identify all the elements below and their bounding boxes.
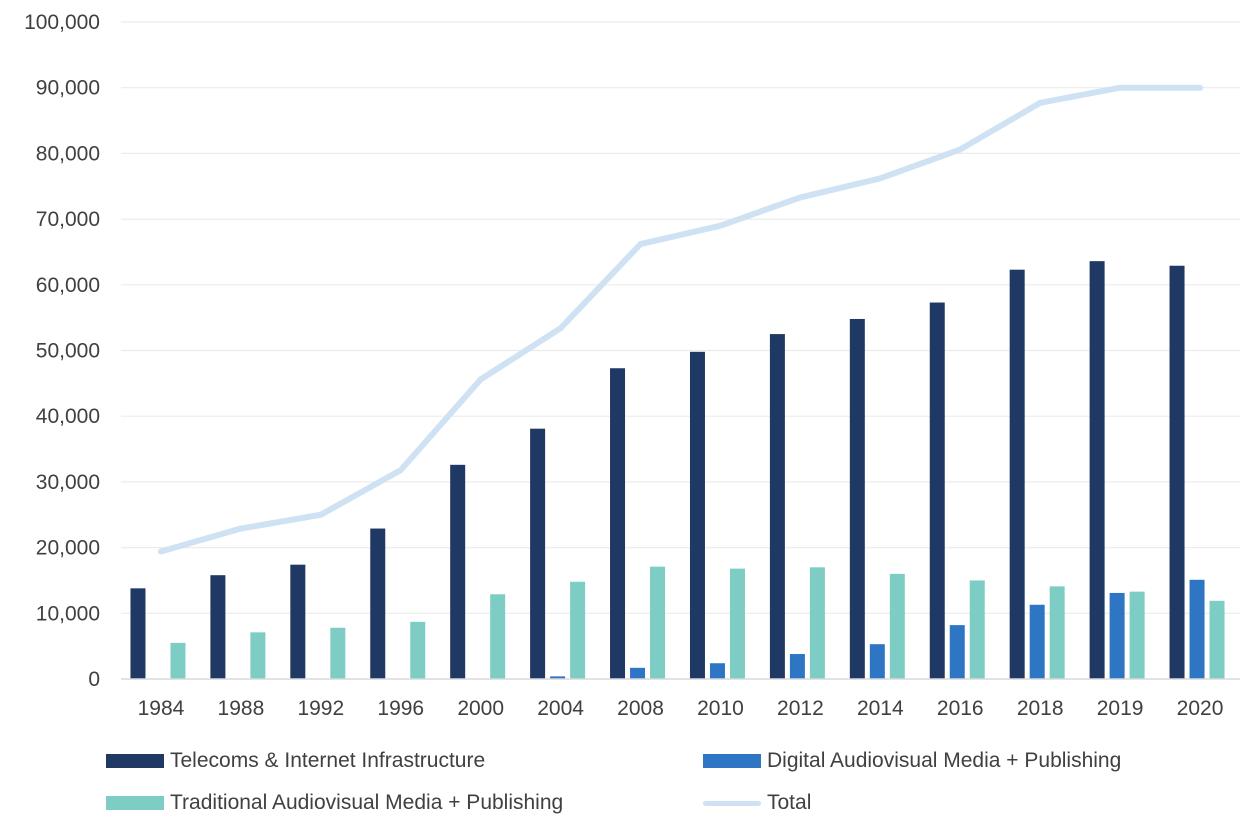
x-tick-label: 1984	[138, 697, 185, 720]
y-tick-label: 40,000	[36, 405, 100, 428]
x-tick-label: 2008	[617, 697, 664, 720]
total-line	[157, 84, 1204, 555]
bar-telecoms-1988	[210, 575, 226, 679]
bar-telecoms-2016	[929, 302, 945, 679]
x-tick-label: 2014	[857, 697, 904, 720]
bar-telecoms-2020	[1169, 265, 1185, 679]
bar-digital-2020	[1189, 579, 1205, 679]
bar-telecoms-2010	[689, 351, 705, 679]
bar-telecoms-2018	[1009, 269, 1025, 679]
y-tick-label: 0	[88, 668, 100, 691]
bar-digital-2004	[550, 676, 566, 679]
bar-traditional-2008	[650, 566, 666, 679]
bar-telecoms-2008	[610, 368, 626, 679]
bar-telecoms-2014	[849, 318, 865, 679]
bar-digital-2018	[1029, 604, 1045, 679]
x-tick-label: 2000	[457, 697, 504, 720]
bar-traditional-2014	[889, 573, 905, 679]
y-tick-label: 20,000	[36, 537, 100, 560]
bar-traditional-1988	[250, 632, 266, 679]
bar-telecoms-1992	[290, 564, 306, 679]
bar-traditional-2004	[570, 581, 586, 679]
bar-traditional-1992	[330, 627, 346, 679]
x-axis-ticks: 1984 1988 1992 1996 2000 2004 2008 2010 2012 2014…	[138, 697, 1224, 720]
bar-digital-2016	[949, 625, 965, 679]
bar-traditional-2000	[490, 594, 506, 679]
y-tick-label: 80,000	[36, 142, 100, 165]
bar-digital-2014	[869, 644, 885, 679]
bar-telecoms-1984	[130, 588, 146, 679]
y-tick-label: 50,000	[36, 340, 100, 363]
x-tick-label: 2012	[777, 697, 824, 720]
bars	[130, 261, 1225, 679]
x-tick-label: 1988	[218, 697, 265, 720]
y-axis-ticks: 0 10,000 20,000 30,000 40,000 50,000 60,000 70,…	[24, 11, 100, 691]
bar-traditional-1984	[170, 642, 186, 679]
gridlines	[121, 21, 1240, 614]
bar-traditional-2019	[1129, 591, 1145, 679]
x-tick-label: 2018	[1017, 697, 1064, 720]
x-tick-label: 1992	[297, 697, 344, 720]
bar-traditional-2020	[1209, 600, 1225, 679]
bar-digital-2008	[630, 667, 646, 679]
bar-traditional-2010	[729, 568, 745, 679]
x-tick-label: 2020	[1177, 697, 1224, 720]
y-tick-label: 100,000	[24, 11, 100, 34]
x-tick-label: 2016	[937, 697, 984, 720]
y-tick-label: 70,000	[36, 208, 100, 231]
bar-telecoms-2019	[1089, 261, 1105, 679]
bar-digital-2012	[789, 654, 805, 679]
x-tick-label: 2010	[697, 697, 744, 720]
y-tick-label: 60,000	[36, 274, 100, 297]
bar-digital-2019	[1109, 592, 1125, 679]
y-tick-label: 10,000	[36, 602, 100, 625]
bar-traditional-1996	[410, 621, 426, 679]
bar-digital-2010	[709, 663, 725, 679]
bar-telecoms-2000	[450, 464, 466, 679]
x-tick-label: 1996	[377, 697, 424, 720]
bar-traditional-2016	[969, 580, 985, 679]
x-tick-label: 2004	[537, 697, 584, 720]
line-total	[157, 84, 1204, 555]
y-tick-label: 90,000	[36, 77, 100, 100]
bar-telecoms-2012	[769, 334, 785, 679]
x-tick-label: 2019	[1097, 697, 1144, 720]
bar-telecoms-1996	[370, 528, 386, 679]
bar-telecoms-2004	[530, 428, 546, 679]
y-tick-label: 30,000	[36, 471, 100, 494]
bar-traditional-2018	[1049, 586, 1065, 679]
bar-traditional-2012	[809, 567, 825, 679]
